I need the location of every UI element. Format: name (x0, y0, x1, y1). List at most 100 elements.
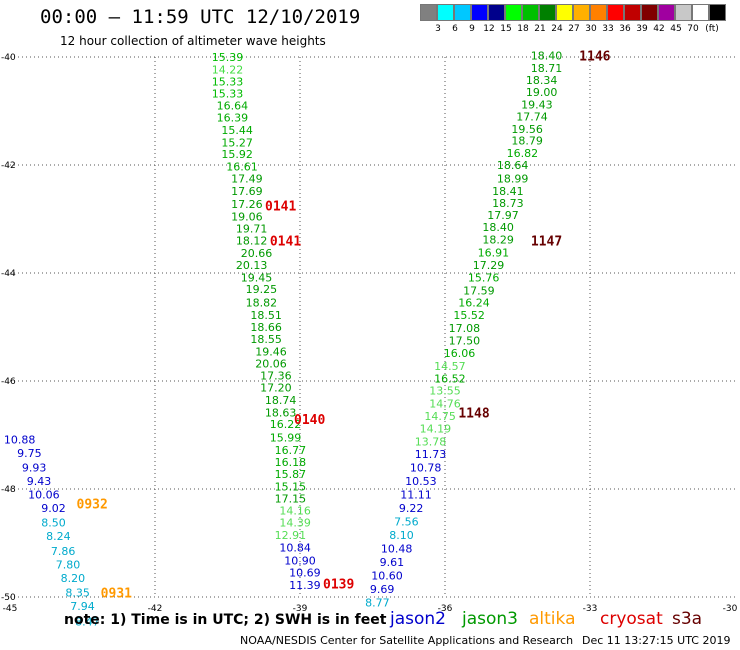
wave-height-value: 7.86 (51, 545, 76, 558)
pass-time-label: 0141 (270, 235, 301, 250)
wave-height-value: 20.66 (241, 247, 273, 260)
pass-time-label: 0140 (294, 413, 325, 428)
wave-height-value: 18.63 (265, 406, 297, 419)
wave-height-value: 17.59 (463, 284, 495, 297)
pass-time-label: 0931 (101, 587, 132, 602)
legend-label: 9 (469, 24, 475, 34)
legend-swatch (505, 4, 522, 21)
lat-tick-label: -40 (1, 53, 16, 63)
wave-height-value: 10.48 (381, 542, 413, 555)
lat-tick-label: -46 (1, 377, 16, 387)
pass-time-label: 0139 (323, 578, 354, 593)
wave-height-value: 9.69 (370, 583, 395, 596)
wave-height-value: 18.66 (250, 321, 282, 334)
wave-height-value: 18.73 (492, 197, 524, 210)
wave-height-value: 17.29 (473, 259, 505, 272)
wave-height-value: 19.71 (236, 223, 268, 236)
wave-height-value: 19.45 (241, 271, 273, 284)
wave-height-value: 14.19 (420, 423, 452, 436)
wave-height-value: 10.78 (410, 461, 442, 474)
wave-height-value: 9.75 (17, 447, 42, 460)
pass-time-label: 1147 (531, 235, 562, 250)
legend-swatch (658, 4, 675, 21)
wave-height-value: 10.53 (405, 475, 437, 488)
wave-height-value: 8.47 (75, 615, 100, 628)
wave-height-value: 8.77 (365, 596, 390, 609)
wave-height-value: 17.97 (487, 209, 519, 222)
lat-lon-gridlines (10, 56, 735, 598)
wave-height-value: 16.06 (444, 347, 476, 360)
wave-height-value: 17.50 (449, 335, 481, 348)
wave-height-value: 16.24 (458, 297, 490, 310)
wave-height-value: 10.60 (371, 569, 403, 582)
pass-time-label: 1146 (579, 49, 610, 64)
legend-swatch (590, 4, 607, 21)
wave-height-value: 18.74 (265, 394, 297, 407)
wave-height-value: 7.56 (394, 515, 419, 528)
legend-label: 45 (670, 24, 682, 34)
lat-tick-label: -50 (1, 593, 16, 603)
pass-time-label: 0141 (265, 200, 296, 215)
map-title: 00:00 — 11:59 UTC 12/10/2019 (40, 6, 361, 28)
wave-height-value: 16.82 (507, 147, 539, 160)
wave-height-value: 17.36 (260, 370, 292, 383)
wave-height-value: 15.76 (468, 271, 500, 284)
legend-unit: (ft) (705, 24, 719, 34)
wave-height-value: 14.75 (424, 410, 456, 423)
wave-height-value: 17.69 (231, 185, 263, 198)
wave-height-value: 17.49 (231, 173, 263, 186)
legend-swatch (709, 4, 726, 21)
wave-height-value: 19.56 (511, 123, 543, 136)
wave-height-value: 18.40 (482, 221, 514, 234)
wave-height-value: 19.46 (255, 345, 287, 358)
wave-height-value: 19.25 (246, 283, 278, 296)
wave-height-value: 8.24 (46, 530, 71, 543)
wave-height-value: 18.40 (531, 49, 563, 62)
wave-height-value: 18.34 (526, 74, 558, 87)
wave-height-value: 17.26 (231, 198, 263, 211)
wave-height-value: 16.22 (270, 418, 302, 431)
legend-label: 39 (636, 24, 648, 34)
wave-height-value: 10.88 (4, 433, 36, 446)
legend-swatch (420, 4, 437, 21)
legend-label: 12 (483, 24, 495, 34)
wave-height-value: 16.64 (217, 100, 249, 113)
wave-height-value: 18.55 (250, 333, 282, 346)
wave-height-value: 14.16 (279, 505, 311, 518)
wave-height-value: 9.43 (27, 475, 52, 488)
wave-height-value: 14.76 (429, 398, 461, 411)
legend-label: 36 (619, 24, 631, 34)
legend-label: 70 (687, 24, 699, 34)
wave-height-value: 19.43 (521, 99, 553, 112)
wave-height-value: 8.35 (65, 587, 90, 600)
legend-swatch (522, 4, 539, 21)
legend-label: 42 (653, 24, 665, 34)
wave-height-value: 19.00 (526, 86, 558, 99)
wave-height-value: 18.71 (531, 62, 563, 75)
wave-height-value: 12.91 (275, 529, 307, 542)
wave-height-value: 15.99 (270, 432, 302, 445)
map-subtitle: 12 hour collection of altimeter wave hei… (60, 34, 326, 48)
satellite-legend-jason3: jason3 (462, 609, 518, 629)
wave-height-value: 20.06 (255, 358, 287, 371)
wave-height-value: 11.11 (400, 488, 432, 501)
wave-height-value: 15.33 (212, 88, 244, 101)
axis-tick-labels: -45 -42 -39 -36 -33 -30 -40 -42 -44 -46 -48 -50 (1, 53, 738, 614)
legend-swatch (539, 4, 556, 21)
wave-height-value: 18.79 (511, 135, 543, 148)
pass-time-labels: 0141 0141 0140 0139 1146 1147 1148 0932 0931 (77, 49, 611, 601)
wave-height-value: 15.44 (221, 124, 253, 137)
wave-height-value: 10.90 (284, 554, 316, 567)
satellite-legend-s3a: s3a (672, 609, 703, 629)
legend-swatch (675, 4, 692, 21)
wave-height-value: 9.61 (380, 556, 405, 569)
wave-height-value: 15.33 (212, 75, 244, 88)
lat-tick-label: -48 (1, 485, 16, 495)
wave-height-value: 18.99 (497, 173, 529, 186)
lat-tick-label: -44 (1, 269, 16, 279)
lat-tick-label: -42 (1, 161, 16, 171)
wave-height-value: 10.69 (289, 567, 321, 580)
wave-height-values: 10.889.759.939.4310.069.028.508.247.867.… (4, 49, 562, 628)
wave-height-value: 18.41 (492, 185, 524, 198)
